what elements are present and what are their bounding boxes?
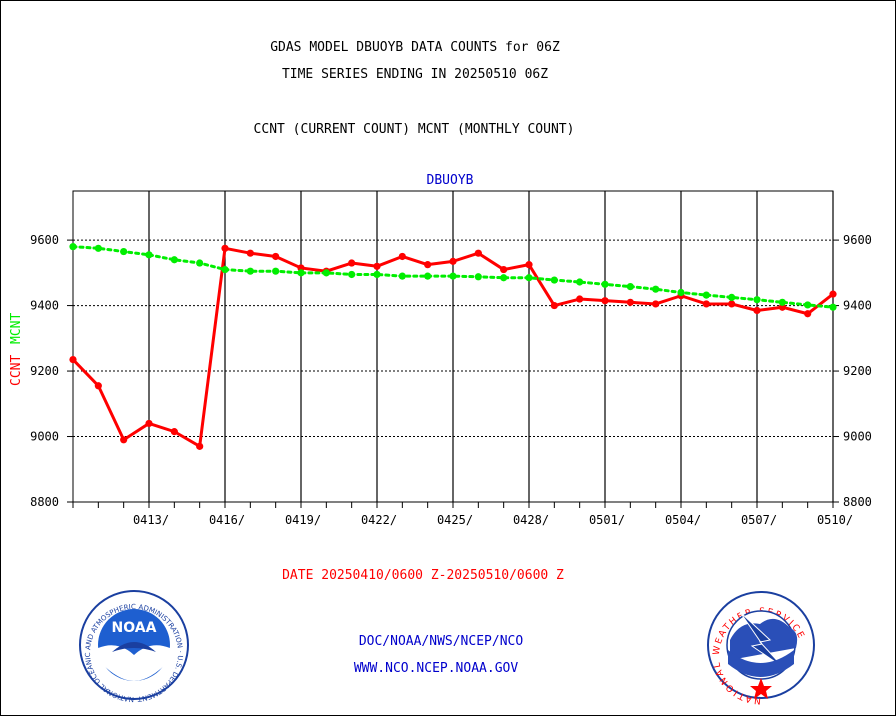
data-point-ccnt [702, 300, 710, 308]
y-tick-label-right: 9200 [843, 364, 872, 378]
data-point-mcnt [728, 293, 736, 301]
data-point-ccnt [626, 298, 634, 306]
data-point-ccnt [145, 419, 153, 428]
data-point-ccnt [424, 261, 432, 269]
data-point-mcnt [778, 298, 786, 306]
y-axis-label-mcnt: MCNT [9, 313, 24, 344]
chart-title-line2: TIME SERIES ENDING IN 20250510 06Z [282, 67, 548, 82]
y-tick-label-left: 9400 [30, 299, 59, 313]
y-axis-label-ccnt: CCNT [9, 355, 24, 386]
data-point-mcnt [424, 272, 432, 280]
x-tick-label: 0504/ [665, 513, 701, 527]
data-point-mcnt [196, 259, 204, 267]
website-link[interactable]: WWW.NCO.NCEP.NOAA.GOV [354, 661, 519, 676]
data-point-ccnt [373, 262, 381, 270]
data-point-mcnt [500, 274, 508, 282]
data-point-mcnt [829, 303, 837, 311]
data-point-ccnt [196, 442, 204, 450]
data-point-ccnt [272, 252, 280, 261]
org-path-link[interactable]: DOC/NOAA/NWS/NCEP/NCO [359, 634, 524, 649]
data-point-mcnt [297, 269, 305, 277]
y-tick-label-left: 9600 [30, 233, 59, 247]
data-point-ccnt [500, 265, 508, 274]
data-point-ccnt [120, 436, 128, 444]
x-tick-label: 0425/ [437, 513, 473, 527]
data-point-mcnt [550, 276, 558, 284]
y-tick-label-left: 8800 [30, 495, 59, 509]
data-point-mcnt [626, 282, 634, 291]
x-tick-label: 0413/ [133, 513, 169, 527]
data-point-ccnt [398, 252, 406, 261]
data-point-mcnt [652, 285, 660, 293]
data-point-ccnt [170, 428, 178, 436]
data-point-mcnt [94, 244, 102, 252]
data-point-mcnt [753, 296, 761, 304]
data-point-ccnt [246, 249, 254, 257]
data-point-mcnt [170, 256, 178, 264]
x-tick-label: 0419/ [285, 513, 321, 527]
data-point-ccnt [829, 290, 837, 298]
series-layer [69, 243, 837, 450]
data-point-ccnt [753, 306, 761, 315]
star-icon [750, 678, 772, 699]
data-point-mcnt [373, 270, 381, 279]
data-point-mcnt [601, 280, 609, 288]
chart-subtitle: CCNT (CURRENT COUNT) MCNT (MONTHLY COUNT… [254, 122, 575, 137]
y-tick-label-right: 8800 [843, 495, 872, 509]
data-point-mcnt [246, 267, 254, 275]
x-tick-label: 0428/ [513, 513, 549, 527]
data-point-mcnt [221, 265, 229, 274]
data-point-mcnt [525, 274, 533, 282]
data-point-ccnt [550, 301, 558, 310]
noaa-logo: NATIONAL OCEANIC AND ATMOSPHERIC ADMINIS… [0, 0, 189, 703]
x-tick-label: 0510/ [817, 513, 853, 527]
date-range-label: DATE 20250410/0600 Z-20250510/0600 Z [282, 568, 564, 583]
data-point-mcnt [322, 269, 330, 277]
data-point-ccnt [525, 261, 533, 269]
x-tick-label: 0501/ [589, 513, 625, 527]
data-point-ccnt [449, 257, 457, 265]
y-tick-label-left: 9000 [30, 430, 59, 444]
data-point-ccnt [474, 249, 482, 257]
panel-label: DBUOYB [427, 173, 474, 188]
nws-logo: NATIONAL WEATHER SERVICE [707, 591, 815, 705]
data-point-ccnt [94, 382, 102, 390]
y-tick-label-right: 9000 [843, 430, 872, 444]
data-point-mcnt [120, 247, 128, 256]
data-point-mcnt [449, 272, 457, 280]
data-point-ccnt [728, 300, 736, 308]
chart-title-line1: GDAS MODEL DBUOYB DATA COUNTS for 06Z [270, 40, 560, 55]
data-point-mcnt [804, 301, 812, 309]
y-tick-label-left: 9200 [30, 364, 59, 378]
data-point-ccnt [221, 244, 229, 252]
noaa-logo-text: NOAA [112, 620, 157, 636]
data-point-mcnt [398, 272, 406, 280]
data-point-mcnt [474, 273, 482, 281]
data-point-ccnt [69, 355, 77, 364]
x-tick-label: 0416/ [209, 513, 245, 527]
grid-layer [73, 191, 834, 502]
data-point-mcnt [576, 278, 584, 286]
data-point-ccnt [601, 297, 609, 305]
data-point-mcnt [677, 288, 685, 297]
x-tick-label: 0422/ [361, 513, 397, 527]
data-point-mcnt [69, 243, 77, 251]
data-point-ccnt [348, 259, 356, 267]
data-point-mcnt [272, 267, 280, 275]
y-tick-label-right: 9600 [843, 233, 872, 247]
data-point-ccnt [652, 300, 660, 308]
data-point-mcnt [348, 270, 356, 279]
x-tick-label: 0507/ [741, 513, 777, 527]
data-point-mcnt [145, 251, 153, 259]
data-point-ccnt [804, 310, 812, 318]
axis-layer: 8800 8800 9000 9000 9200 9200 9400 9400 9600 9600… [30, 233, 872, 527]
data-point-mcnt [702, 291, 710, 299]
data-point-ccnt [576, 295, 584, 303]
y-tick-label-right: 9400 [843, 299, 872, 313]
